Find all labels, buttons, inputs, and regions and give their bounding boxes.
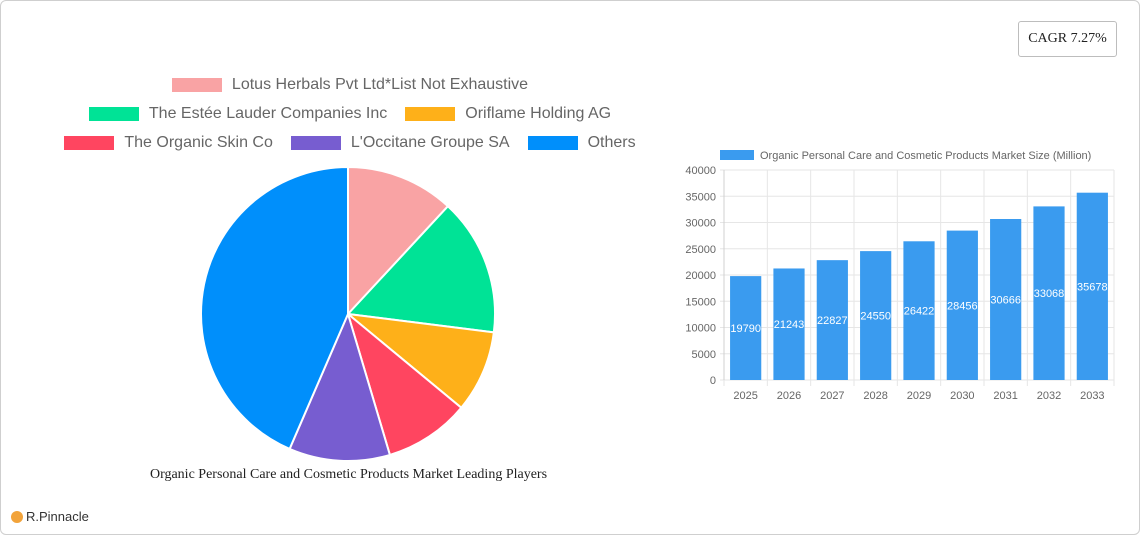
bar-value-label: 28456 — [947, 300, 978, 312]
y-tick-label: 10000 — [685, 323, 716, 335]
pie-legend-row-1: Lotus Herbals Pvt Ltd*List Not Exhaustiv… — [0, 76, 700, 94]
legend-item-others[interactable]: Others — [527, 134, 636, 152]
legend-item-organic-skin[interactable]: The Organic Skin Co — [64, 134, 273, 152]
bar-2028[interactable] — [860, 251, 892, 380]
y-tick-label: 40000 — [685, 165, 716, 177]
pie-chart — [200, 165, 496, 462]
pie-slice[interactable] — [345, 204, 496, 334]
legend-item-loccitane[interactable]: L'Occitane Groupe SA — [290, 134, 510, 152]
legend-swatch — [171, 78, 222, 92]
pie-slice[interactable] — [288, 311, 392, 462]
y-tick-label: 15000 — [685, 296, 716, 308]
pie-slice[interactable] — [344, 312, 495, 410]
x-tick-label: 2030 — [950, 390, 974, 402]
bar-value-label: 35678 — [1077, 281, 1108, 293]
legend-label: Lotus Herbals Pvt Ltd*List Not Exhaustiv… — [231, 76, 529, 93]
legend-label: Oriflame Holding AG — [465, 105, 612, 122]
x-tick-label: 2027 — [820, 390, 844, 402]
bar-2031[interactable] — [990, 219, 1022, 380]
bar-2029[interactable] — [903, 241, 935, 380]
bar-chart: Organic Personal Care and Cosmetic Produ… — [685, 150, 1115, 402]
legend-swatch — [527, 136, 578, 150]
logo-text: R.Pinnacle — [26, 509, 89, 524]
legend-label: L'Occitane Groupe SA — [350, 134, 510, 151]
bar-2032[interactable] — [1033, 206, 1065, 380]
pie-slice[interactable] — [346, 311, 463, 457]
pie-chart-title: Organic Personal Care and Cosmetic Produ… — [149, 467, 548, 482]
x-tick-label: 2032 — [1037, 390, 1061, 402]
bar-value-label: 21243 — [774, 319, 805, 331]
pie-slice[interactable] — [200, 165, 349, 451]
bar-2030[interactable] — [946, 230, 978, 380]
y-tick-label: 25000 — [685, 244, 716, 256]
legend-swatch — [290, 136, 341, 150]
legend-swatch — [88, 107, 139, 121]
y-tick-label: 5000 — [692, 349, 716, 361]
pie-legend-row-2: The Estée Lauder Companies Inc Oriflame … — [0, 105, 700, 123]
bar-value-label: 24550 — [860, 311, 891, 323]
bar-value-label: 30666 — [990, 295, 1021, 307]
legend-label: Others — [587, 134, 636, 151]
bar-value-label: 33068 — [1034, 288, 1065, 300]
x-tick-label: 2033 — [1080, 390, 1104, 402]
bar-legend-label: Organic Personal Care and Cosmetic Produ… — [760, 150, 1091, 162]
cagr-badge: CAGR 7.27% — [1018, 21, 1117, 57]
y-tick-label: 20000 — [685, 270, 716, 282]
legend-label: The Estée Lauder Companies Inc — [148, 105, 388, 122]
x-tick-label: 2026 — [777, 390, 801, 402]
pie-legend-row-3: The Organic Skin Co L'Occitane Groupe SA… — [0, 134, 700, 152]
bar-legend-swatch — [720, 150, 754, 160]
y-tick-label: 30000 — [685, 218, 716, 230]
y-tick-label: 0 — [710, 375, 716, 387]
bar-value-label: 22827 — [817, 315, 848, 327]
pie-slice[interactable] — [347, 165, 450, 317]
legend-item-oriflame[interactable]: Oriflame Holding AG — [405, 105, 611, 123]
legend-item-estee-lauder[interactable]: The Estée Lauder Companies Inc — [88, 105, 388, 123]
x-tick-label: 2029 — [907, 390, 931, 402]
x-tick-label: 2028 — [863, 390, 887, 402]
bar-2027[interactable] — [816, 260, 848, 380]
bar-value-label: 19790 — [730, 323, 761, 335]
brand-logo: R.Pinnacle — [11, 509, 89, 524]
y-tick-label: 35000 — [685, 191, 716, 203]
legend-swatch — [64, 136, 115, 150]
legend-label: The Organic Skin Co — [124, 134, 273, 151]
x-tick-label: 2025 — [733, 390, 757, 402]
bar-2033[interactable] — [1076, 192, 1108, 380]
legend-swatch — [405, 107, 456, 121]
logo-icon — [11, 510, 23, 523]
bar-value-label: 26422 — [904, 306, 935, 318]
bar-2026[interactable] — [773, 268, 805, 380]
bar-2025[interactable] — [730, 276, 762, 380]
legend-item-lotus[interactable]: Lotus Herbals Pvt Ltd*List Not Exhaustiv… — [171, 76, 529, 94]
x-tick-label: 2031 — [993, 390, 1017, 402]
